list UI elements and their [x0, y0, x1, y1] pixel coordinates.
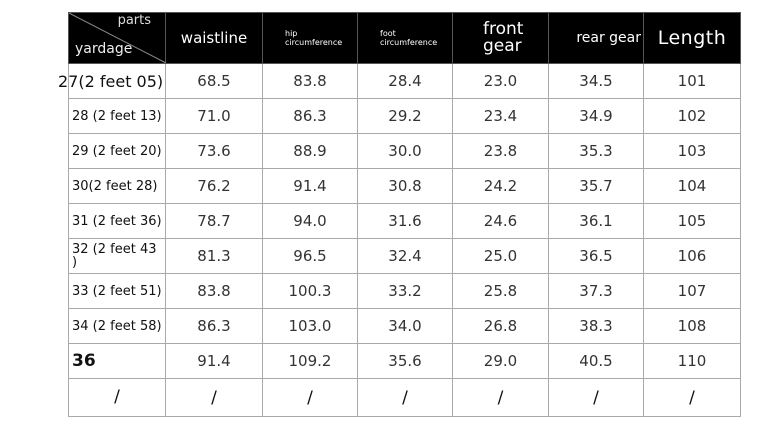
table-row: 30(2 feet 28) 76.2 91.4 30.8 24.2 35.7 104 — [68, 168, 741, 204]
value-cell: 30.8 — [357, 168, 453, 204]
table-row: 34 (2 feet 58) 86.3 103.0 34.0 26.8 38.3 108 — [68, 308, 741, 344]
value-cell: 24.2 — [452, 168, 549, 204]
size-cell: 28 (2 feet 13) — [68, 98, 166, 134]
value-cell: 109.2 — [262, 343, 358, 379]
value-cell: 23.8 — [452, 133, 549, 169]
table-row: 33 (2 feet 51) 83.8 100.3 33.2 25.8 37.3 107 — [68, 273, 741, 309]
value-cell: 35.7 — [548, 168, 644, 204]
table-row: 28 (2 feet 13) 71.0 86.3 29.2 23.4 34.9 102 — [68, 98, 741, 134]
value-cell: 96.5 — [262, 238, 358, 274]
value-cell: 91.4 — [262, 168, 358, 204]
value-cell: / — [452, 378, 549, 417]
value-cell: 25.0 — [452, 238, 549, 274]
size-cell: 31 (2 feet 36) — [68, 203, 166, 239]
value-cell: 76.2 — [165, 168, 263, 204]
value-cell: 104 — [643, 168, 741, 204]
value-cell: 24.6 — [452, 203, 549, 239]
value-cell: 23.4 — [452, 98, 549, 134]
value-cell: 36.1 — [548, 203, 644, 239]
value-cell: 35.6 — [357, 343, 453, 379]
column-header-rear-gear: rear gear — [548, 12, 644, 64]
value-cell: 110 — [643, 343, 741, 379]
size-cell: 33 (2 feet 51) — [68, 273, 166, 309]
value-cell: 81.3 — [165, 238, 263, 274]
value-cell: 107 — [643, 273, 741, 309]
table-row: / / / / / / / — [68, 378, 741, 417]
header-row: parts yardage waistline hip circumferenc… — [68, 12, 741, 64]
column-header-foot: foot circumference — [357, 12, 453, 64]
value-cell: / — [643, 378, 741, 417]
value-cell: 34.9 — [548, 98, 644, 134]
diagonal-divider — [69, 13, 166, 63]
value-cell: 71.0 — [165, 98, 263, 134]
value-cell: 68.5 — [165, 63, 263, 99]
value-cell: / — [548, 378, 644, 417]
value-cell: 31.6 — [357, 203, 453, 239]
value-cell: 103 — [643, 133, 741, 169]
value-cell: 37.3 — [548, 273, 644, 309]
size-cell: 29 (2 feet 20) — [68, 133, 166, 169]
corner-yardage-label: yardage — [75, 41, 133, 57]
column-header-length: Length — [643, 12, 741, 64]
value-cell: 40.5 — [548, 343, 644, 379]
value-cell: 23.0 — [452, 63, 549, 99]
value-cell: 83.8 — [262, 63, 358, 99]
corner-header: parts yardage — [68, 12, 166, 64]
value-cell: 33.2 — [357, 273, 453, 309]
size-chart-table: parts yardage waistline hip circumferenc… — [58, 12, 741, 417]
corner-parts-label: parts — [117, 13, 151, 28]
table-row: 29 (2 feet 20) 73.6 88.9 30.0 23.8 35.3 103 — [68, 133, 741, 169]
value-cell: 29.0 — [452, 343, 549, 379]
value-cell: 30.0 — [357, 133, 453, 169]
value-cell: 28.4 — [357, 63, 453, 99]
size-cell: 32 (2 feet 43 ) — [68, 238, 166, 274]
value-cell: 34.5 — [548, 63, 644, 99]
value-cell: 108 — [643, 308, 741, 344]
value-cell: 29.2 — [357, 98, 453, 134]
size-cell: / — [68, 378, 166, 417]
value-cell: 88.9 — [262, 133, 358, 169]
size-cell: 34 (2 feet 58) — [68, 308, 166, 344]
size-cell: 27(2 feet 05) — [58, 63, 166, 99]
value-cell: 101 — [643, 63, 741, 99]
value-cell: 91.4 — [165, 343, 263, 379]
value-cell: 35.3 — [548, 133, 644, 169]
value-cell: 73.6 — [165, 133, 263, 169]
value-cell: 38.3 — [548, 308, 644, 344]
value-cell: 102 — [643, 98, 741, 134]
size-cell: 30(2 feet 28) — [68, 168, 166, 204]
table-row: 36 91.4 109.2 35.6 29.0 40.5 110 — [68, 343, 741, 379]
column-header-waistline: waistline — [165, 12, 263, 64]
value-cell: 34.0 — [357, 308, 453, 344]
value-cell: 83.8 — [165, 273, 263, 309]
value-cell: / — [165, 378, 263, 417]
value-cell: 106 — [643, 238, 741, 274]
table-row: 32 (2 feet 43 ) 81.3 96.5 32.4 25.0 36.5 106 — [68, 238, 741, 274]
value-cell: 78.7 — [165, 203, 263, 239]
column-header-front-gear: front gear — [452, 12, 549, 64]
table-row: 31 (2 feet 36) 78.7 94.0 31.6 24.6 36.1 105 — [68, 203, 741, 239]
table-row: 27(2 feet 05) 68.5 83.8 28.4 23.0 34.5 101 — [58, 63, 741, 99]
value-cell: 94.0 — [262, 203, 358, 239]
value-cell: 105 — [643, 203, 741, 239]
value-cell: 32.4 — [357, 238, 453, 274]
size-cell: 36 — [68, 343, 166, 379]
value-cell: 86.3 — [262, 98, 358, 134]
value-cell: 103.0 — [262, 308, 358, 344]
column-header-hip: hip circumference — [262, 12, 358, 64]
value-cell: / — [262, 378, 358, 417]
value-cell: 86.3 — [165, 308, 263, 344]
value-cell: 25.8 — [452, 273, 549, 309]
value-cell: / — [357, 378, 453, 417]
value-cell: 100.3 — [262, 273, 358, 309]
value-cell: 26.8 — [452, 308, 549, 344]
value-cell: 36.5 — [548, 238, 644, 274]
